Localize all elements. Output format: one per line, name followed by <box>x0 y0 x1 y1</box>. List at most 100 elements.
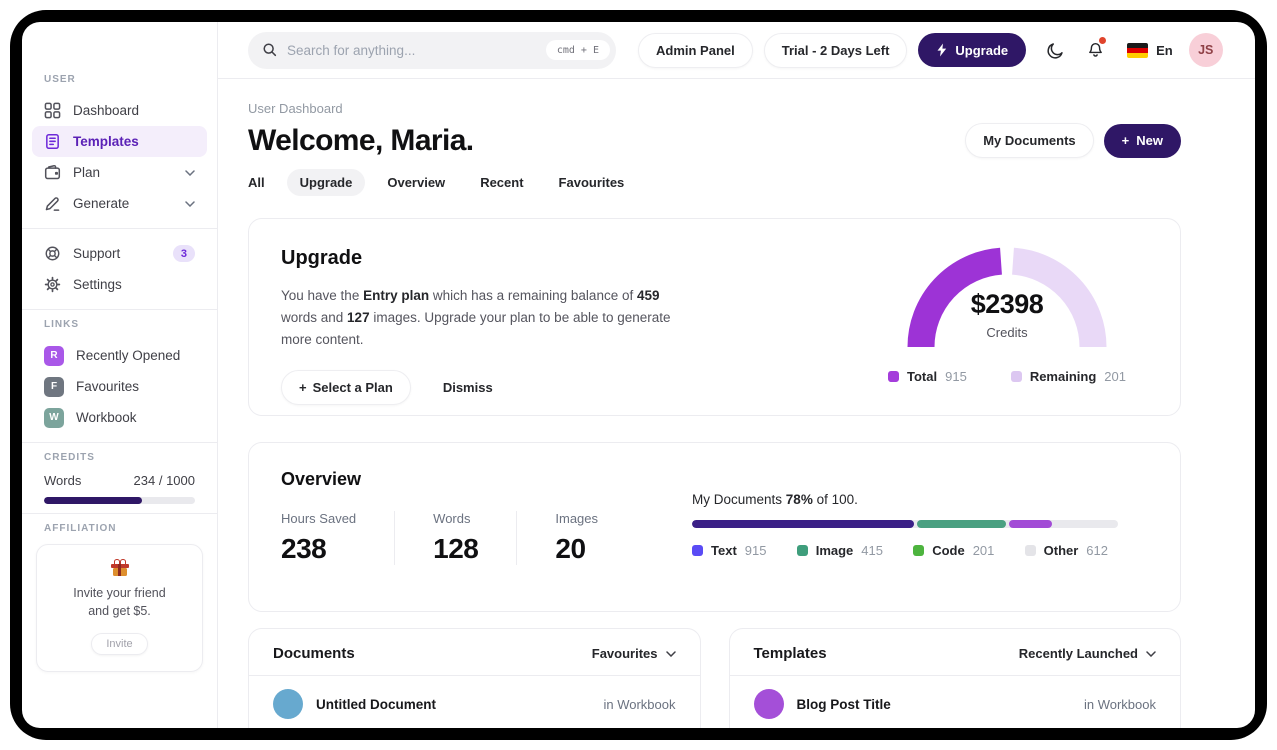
stat-words: Words 128 <box>394 511 516 565</box>
legend-swatch <box>888 371 900 382</box>
dashboard-content: User Dashboard Welcome, Maria. My Docume… <box>218 79 1255 728</box>
sidebar-link-label: Favourites <box>76 379 140 394</box>
search-input[interactable]: Search for anything... cmd + E <box>248 31 616 69</box>
documents-progress-label: My Documents 78% of 100. <box>692 492 858 507</box>
sidebar-item-plan[interactable]: Plan <box>32 157 207 188</box>
section-label-affiliation: AFFILIATION <box>44 523 117 534</box>
sidebar-item-generate[interactable]: Generate <box>32 188 207 219</box>
bar-segment-code <box>1008 520 1052 528</box>
new-button-label: New <box>1136 133 1163 148</box>
language-selector[interactable]: En <box>1127 42 1173 58</box>
sidebar-item-support[interactable]: Support 3 <box>32 238 207 269</box>
divider <box>22 513 217 514</box>
section-label-credits: CREDITS <box>44 452 95 463</box>
dark-mode-toggle[interactable] <box>1043 38 1067 62</box>
sidebar-link-favourites[interactable]: F Favourites <box>32 371 207 402</box>
legend-swatch <box>1010 371 1022 382</box>
credits-progress-track <box>44 497 195 504</box>
legend-swatch <box>913 545 925 556</box>
chevron-down-icon <box>185 169 195 176</box>
gear-icon <box>44 276 61 293</box>
link-initial-badge: W <box>44 407 64 428</box>
divider <box>22 309 217 310</box>
credits-gauge: $2398 Credits Total 915 Remaining 201 <box>888 241 1126 387</box>
sidebar-link-recently-opened[interactable]: R Recently Opened <box>32 340 207 371</box>
gauge-arc-total <box>907 247 1003 348</box>
dismiss-button[interactable]: Dismiss <box>442 379 493 395</box>
document-icon <box>46 133 59 150</box>
gauge-legend: Total 915 Remaining 201 <box>888 369 1126 384</box>
affiliation-card: Invite your friend and get $5. Invite <box>36 544 203 672</box>
sidebar-item-label: Generate <box>73 196 130 211</box>
new-button[interactable]: + New <box>1103 123 1181 158</box>
invite-button[interactable]: Invite <box>91 633 148 655</box>
sidebar-item-label: Plan <box>73 165 101 180</box>
admin-panel-button[interactable]: Admin Panel <box>638 32 753 68</box>
my-documents-button[interactable]: My Documents <box>965 123 1094 158</box>
sidebar-item-settings[interactable]: Settings <box>32 269 207 300</box>
legend-swatch <box>692 545 704 556</box>
document-title: Untitled Document <box>316 696 436 712</box>
select-plan-button[interactable]: + Select a Plan <box>281 369 411 405</box>
trial-status-button[interactable]: Trial - 2 Days Left <box>763 32 908 68</box>
divider <box>22 228 217 229</box>
tab-recent[interactable]: Recent <box>480 175 524 190</box>
documents-filter-dropdown[interactable]: Favourites <box>592 646 676 661</box>
plus-icon: + <box>1121 133 1130 148</box>
stat-images: Images 20 <box>516 511 636 565</box>
legend-item-total: Total 915 <box>888 369 967 384</box>
upgrade-card-title: Upgrade <box>281 247 363 269</box>
gauge-label: Credits <box>986 325 1028 340</box>
sidebar-item-dashboard[interactable]: Dashboard <box>32 95 207 126</box>
search-placeholder: Search for anything... <box>287 42 416 58</box>
user-avatar[interactable]: JS <box>1188 33 1223 67</box>
link-initial-badge: F <box>44 376 64 397</box>
bar-segment-text <box>692 520 914 528</box>
chevron-down-icon <box>1146 650 1156 657</box>
select-plan-label: Select a Plan <box>312 379 393 395</box>
upgrade-card: Upgrade You have the Entry plan which ha… <box>248 218 1181 416</box>
sidebar-link-workbook[interactable]: W Workbook <box>32 402 207 433</box>
gift-icon <box>110 559 129 576</box>
section-label-links: LINKS <box>44 319 79 330</box>
document-location: in Workbook <box>603 696 676 712</box>
legend-item-code: Code 201 <box>913 543 994 558</box>
divider <box>22 442 217 443</box>
bell-icon <box>1088 42 1102 57</box>
documents-card-title: Documents <box>273 645 355 662</box>
moon-icon <box>1047 42 1063 59</box>
notification-dot <box>1099 37 1107 44</box>
search-icon <box>263 43 277 57</box>
language-label: En <box>1156 42 1173 58</box>
legend-swatch <box>796 545 808 556</box>
stat-hours-saved: Hours Saved 238 <box>281 511 357 564</box>
wallet-icon <box>44 164 61 180</box>
credits-value: 234 / 1000 <box>133 473 195 488</box>
documents-progress-bar <box>692 520 1118 528</box>
legend-item-text: Text 915 <box>692 543 766 558</box>
german-flag-icon <box>1127 42 1149 58</box>
templates-card-title: Templates <box>753 645 827 662</box>
sidebar: USER Dashboard Templates Plan Generate S… <box>22 22 218 728</box>
tab-upgrade[interactable]: Upgrade <box>286 169 366 196</box>
lightning-icon <box>937 43 947 57</box>
template-location: in Workbook <box>1083 696 1156 712</box>
sidebar-item-templates[interactable]: Templates <box>32 126 207 157</box>
link-initial-badge: R <box>44 345 64 366</box>
device-frame: USER Dashboard Templates Plan Generate S… <box>10 10 1267 740</box>
template-list-item[interactable]: Blog Post Title in Workbook <box>730 676 1181 728</box>
tab-overview[interactable]: Overview <box>387 175 446 190</box>
chevron-down-icon <box>665 650 676 657</box>
document-list-item[interactable]: Untitled Document in Workbook <box>249 676 700 728</box>
tab-favourites[interactable]: Favourites <box>558 175 625 190</box>
credits-widget: Words 234 / 1000 <box>22 473 217 504</box>
search-shortcut-badge: cmd + E <box>545 40 610 60</box>
tab-all[interactable]: All <box>248 175 265 190</box>
documents-bar-legend: Text 915 Image 415 Code 201 <box>692 543 1118 558</box>
upgrade-button-label: Upgrade <box>955 42 1009 58</box>
sidebar-link-label: Recently Opened <box>76 348 181 363</box>
grid-icon <box>44 102 61 119</box>
notifications-button[interactable] <box>1083 37 1107 62</box>
templates-filter-dropdown[interactable]: Recently Launched <box>1019 646 1156 661</box>
upgrade-button[interactable]: Upgrade <box>918 33 1027 67</box>
